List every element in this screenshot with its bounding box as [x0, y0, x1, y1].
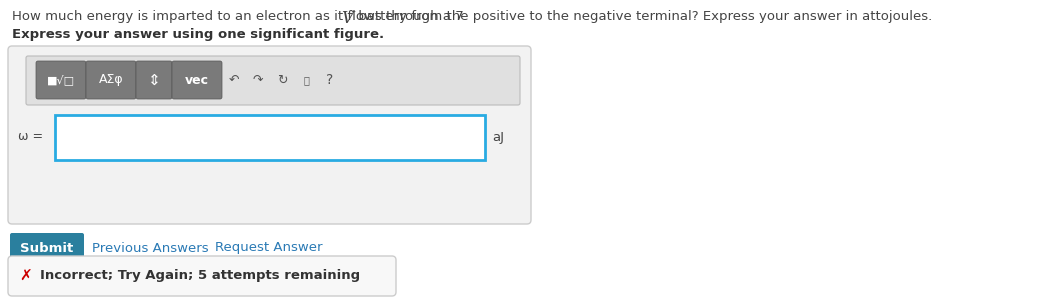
Text: V: V	[341, 10, 353, 27]
FancyBboxPatch shape	[172, 61, 222, 99]
Text: ■√□: ■√□	[47, 75, 75, 85]
Text: ⇕: ⇕	[147, 72, 160, 88]
Text: ΑΣφ: ΑΣφ	[98, 73, 123, 86]
Text: ⎖: ⎖	[303, 75, 309, 85]
FancyBboxPatch shape	[10, 233, 84, 263]
FancyBboxPatch shape	[36, 61, 86, 99]
FancyBboxPatch shape	[55, 115, 485, 160]
Text: Request Answer: Request Answer	[215, 241, 322, 255]
Text: Incorrect; Try Again; 5 attempts remaining: Incorrect; Try Again; 5 attempts remaini…	[40, 269, 360, 282]
Text: vec: vec	[185, 73, 209, 86]
Text: Previous Answers: Previous Answers	[92, 241, 208, 255]
Text: ✗: ✗	[20, 268, 32, 284]
Text: ↻: ↻	[277, 73, 288, 86]
Text: ?: ?	[326, 73, 334, 87]
FancyBboxPatch shape	[8, 256, 396, 296]
Text: Express your answer using one significant figure.: Express your answer using one significan…	[12, 28, 384, 41]
FancyBboxPatch shape	[136, 61, 172, 99]
FancyBboxPatch shape	[8, 46, 531, 224]
FancyBboxPatch shape	[26, 56, 520, 105]
Text: battery from the positive to the negative terminal? Express your answer in attoj: battery from the positive to the negativ…	[354, 10, 932, 23]
Text: How much energy is imparted to an electron as it flows through a 7: How much energy is imparted to an electr…	[12, 10, 468, 23]
Text: aJ: aJ	[492, 130, 504, 143]
Text: ↷: ↷	[253, 73, 264, 86]
FancyBboxPatch shape	[86, 61, 136, 99]
Text: ↶: ↶	[229, 73, 240, 86]
Text: ω =: ω =	[18, 130, 43, 143]
Text: Submit: Submit	[20, 241, 73, 255]
